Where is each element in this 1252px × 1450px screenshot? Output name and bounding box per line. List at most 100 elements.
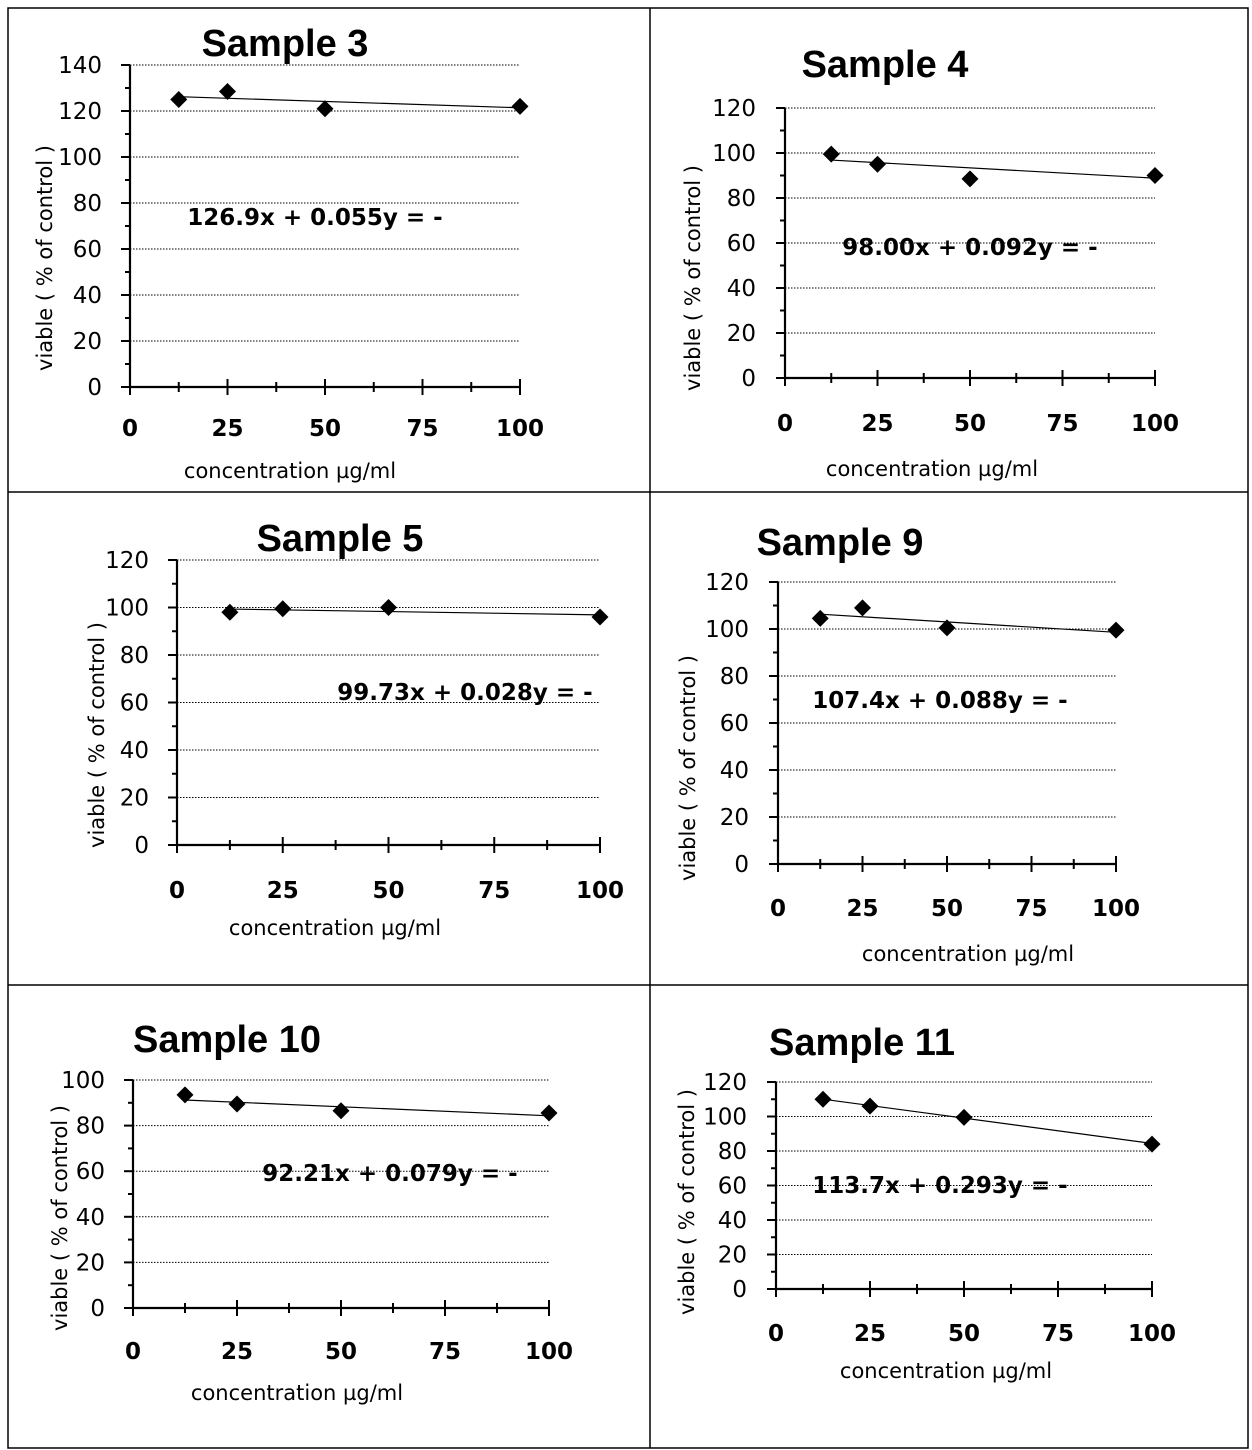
x-tick-label: 25 — [861, 411, 893, 437]
y-tick-label: 20 — [718, 1243, 747, 1269]
data-point — [861, 1097, 879, 1115]
equation-label: 99.73x + 0.028y = - — [337, 680, 592, 706]
data-point — [170, 91, 188, 108]
y-tick-label: 60 — [718, 1174, 747, 1200]
data-point — [274, 600, 292, 618]
data-point — [221, 603, 239, 621]
x-tick-label: 75 — [1015, 896, 1047, 922]
y-tick-label: 80 — [120, 643, 149, 669]
trend-line — [184, 1099, 550, 1117]
chart-title: Sample 3 — [202, 23, 369, 65]
y-tick-label: 20 — [727, 321, 756, 347]
chart-title: Sample 5 — [257, 518, 424, 560]
y-tick-label: 20 — [73, 329, 102, 355]
x-tick-label: 75 — [429, 1339, 461, 1365]
y-tick-label: 40 — [720, 758, 749, 784]
y-tick-label: 60 — [73, 237, 102, 263]
y-tick-label: 120 — [703, 1070, 747, 1096]
y-tick-label: 40 — [718, 1208, 747, 1234]
y-axis-label: viable ( % of control ) — [85, 622, 109, 848]
chart-title: Sample 9 — [757, 522, 924, 564]
x-tick-label: 0 — [768, 1321, 784, 1347]
data-point — [1107, 621, 1125, 639]
y-axis-label: viable ( % of control ) — [676, 655, 700, 881]
y-tick-label: 40 — [76, 1205, 105, 1231]
trend-line — [831, 159, 1156, 179]
x-axis-label: concentration µg/ml — [840, 1359, 1052, 1383]
x-tick-label: 50 — [931, 896, 963, 922]
y-tick-label: 100 — [61, 1068, 105, 1094]
y-axis-label: viable ( % of control ) — [681, 165, 705, 391]
x-tick-label: 0 — [770, 896, 786, 922]
y-tick-label: 60 — [120, 691, 149, 717]
y-tick-label: 0 — [732, 1277, 747, 1303]
y-tick-label: 40 — [727, 276, 756, 302]
x-tick-label: 50 — [309, 416, 341, 442]
y-tick-label: 100 — [712, 141, 756, 167]
x-tick-label: 25 — [846, 896, 878, 922]
y-tick-label: 0 — [734, 852, 749, 878]
x-axis-label: concentration µg/ml — [826, 457, 1038, 481]
x-axis-label: concentration µg/ml — [184, 459, 396, 483]
x-tick-label: 25 — [221, 1339, 253, 1365]
equation-label: 98.00x + 0.092y = - — [842, 235, 1097, 261]
x-tick-label: 100 — [1131, 411, 1179, 437]
equation-label: 107.4x + 0.088y = - — [812, 688, 1067, 714]
table-border — [7, 7, 1249, 1449]
y-tick-label: 100 — [105, 596, 149, 622]
x-tick-label: 0 — [125, 1339, 141, 1365]
data-point — [228, 1095, 246, 1113]
x-tick-label: 50 — [954, 411, 986, 437]
x-axis-label: concentration µg/ml — [229, 916, 441, 940]
x-tick-label: 75 — [406, 416, 438, 442]
data-point — [511, 97, 529, 115]
x-tick-label: 0 — [777, 411, 793, 437]
data-point — [219, 82, 236, 100]
chart-title: Sample 4 — [802, 44, 969, 86]
x-tick-label: 0 — [122, 416, 138, 442]
y-axis-label: viable ( % of control ) — [33, 145, 57, 371]
y-tick-label: 120 — [105, 548, 149, 574]
x-tick-label: 75 — [478, 878, 510, 904]
y-tick-label: 0 — [741, 366, 756, 392]
x-tick-label: 100 — [576, 878, 624, 904]
data-point — [380, 599, 397, 616]
y-tick-label: 80 — [73, 191, 102, 217]
data-point — [1143, 1135, 1161, 1153]
x-tick-label: 75 — [1046, 411, 1078, 437]
data-point — [332, 1102, 350, 1120]
y-tick-label: 100 — [705, 617, 749, 643]
trend-line — [229, 608, 601, 616]
x-tick-label: 25 — [211, 416, 243, 442]
y-tick-label: 140 — [58, 53, 102, 79]
y-tick-label: 0 — [87, 375, 102, 401]
x-tick-label: 25 — [267, 878, 299, 904]
data-point — [591, 608, 609, 626]
x-tick-label: 100 — [1092, 896, 1140, 922]
y-tick-label: 60 — [727, 231, 756, 257]
y-axis-label: viable ( % of control ) — [48, 1105, 72, 1331]
y-tick-label: 60 — [76, 1159, 105, 1185]
data-point — [955, 1108, 973, 1126]
equation-label: 126.9x + 0.055y = - — [187, 205, 442, 231]
y-tick-label: 20 — [76, 1250, 105, 1276]
y-tick-label: 0 — [90, 1296, 105, 1322]
y-tick-label: 120 — [712, 96, 756, 122]
trend-line — [820, 613, 1117, 633]
y-tick-label: 100 — [703, 1105, 747, 1131]
y-tick-label: 40 — [73, 283, 102, 309]
y-tick-label: 40 — [120, 738, 149, 764]
y-tick-label: 80 — [720, 664, 749, 690]
x-tick-label: 100 — [525, 1339, 573, 1365]
y-tick-label: 120 — [705, 570, 749, 596]
data-point — [540, 1104, 558, 1122]
y-tick-label: 100 — [58, 145, 102, 171]
y-tick-label: 80 — [76, 1114, 105, 1140]
x-tick-label: 50 — [948, 1321, 980, 1347]
y-tick-label: 120 — [58, 99, 102, 125]
